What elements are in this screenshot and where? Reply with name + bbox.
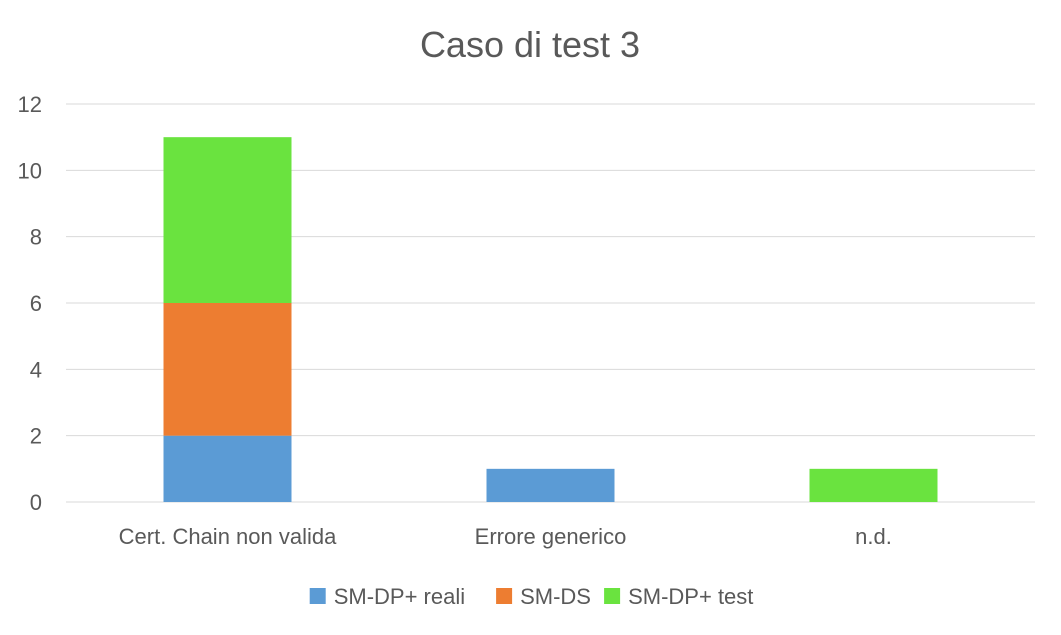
bar-segment (486, 468, 615, 502)
y-tick-label: 0 (30, 490, 42, 515)
x-axis-categories: Cert. Chain non valida Errore generico n.d… (119, 524, 892, 549)
y-tick-label: 2 (30, 424, 42, 449)
bar-segment (163, 303, 292, 436)
y-tick-label: 6 (30, 291, 42, 316)
legend-item: SM-DP+ reali (309, 584, 465, 609)
y-axis-ticks: 0 2 4 6 8 10 12 (18, 92, 42, 515)
chart-title: Caso di test 3 (420, 24, 640, 65)
legend-item: SM-DP+ test (604, 584, 753, 609)
legend-label: SM-DS (520, 584, 591, 609)
legend-label: SM-DP+ test (628, 584, 753, 609)
y-tick-label: 4 (30, 357, 42, 382)
x-category-label: n.d. (855, 524, 892, 549)
legend-item: SM-DS (496, 584, 591, 609)
x-category-label: Errore generico (475, 524, 627, 549)
legend-swatch (309, 588, 326, 604)
bar-segment (163, 137, 292, 303)
bar-segment (163, 435, 292, 502)
bars (163, 137, 938, 502)
y-tick-label: 12 (18, 92, 42, 117)
legend-label: SM-DP+ reali (334, 584, 465, 609)
legend-swatch (604, 588, 621, 604)
legend: SM-DP+ reali SM-DS SM-DP+ test (309, 584, 753, 609)
y-tick-label: 8 (30, 225, 42, 250)
x-category-label: Cert. Chain non valida (119, 524, 337, 549)
y-tick-label: 10 (18, 158, 42, 183)
legend-swatch (496, 588, 513, 604)
bar-segment (809, 468, 938, 502)
